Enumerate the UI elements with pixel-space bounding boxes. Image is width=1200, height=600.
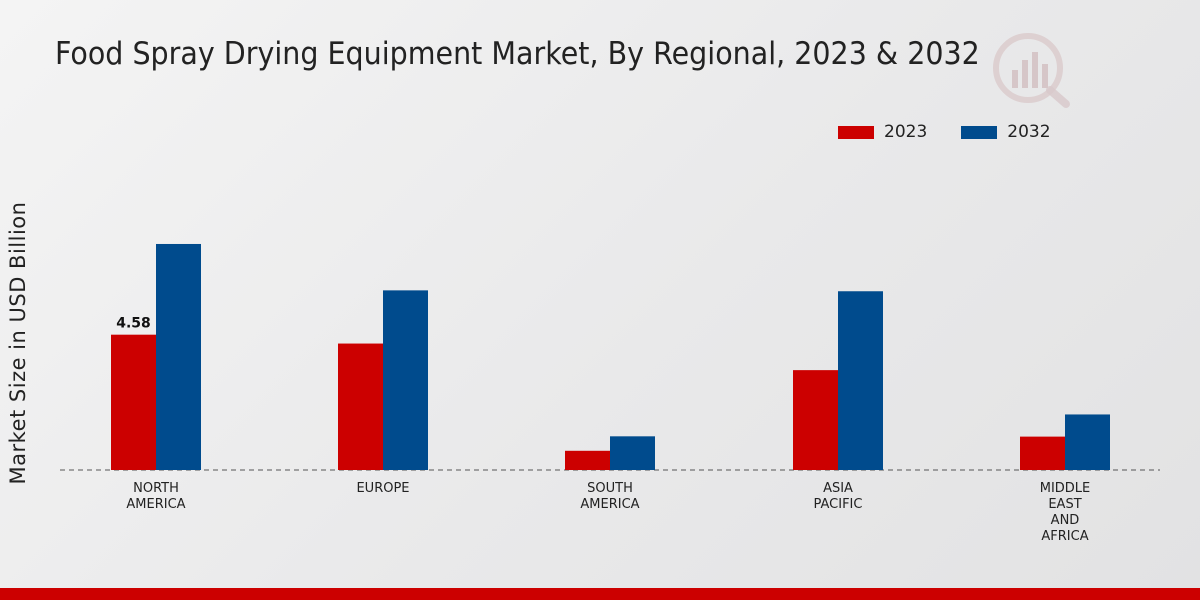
bar-2023-europe <box>338 343 383 470</box>
legend-swatch-2023 <box>838 125 874 139</box>
chart-legend: 2023 2032 <box>838 122 1085 142</box>
bar-2032-europe <box>383 290 428 470</box>
legend-label-2023: 2023 <box>884 122 928 142</box>
bar-2032-asia-pacific <box>838 291 883 470</box>
x-tick-label: MIDDLE EAST AND AFRICA <box>1040 481 1091 544</box>
bar-2032-south-america <box>610 436 655 470</box>
chart-title: Food Spray Drying Equipment Market, By R… <box>55 36 980 72</box>
x-tick-label: NORTH AMERICA <box>126 481 185 512</box>
bar-2023-north-america <box>111 334 156 470</box>
brand-logo-icon <box>993 33 1070 108</box>
x-tick-label: ASIA PACIFIC <box>814 481 863 512</box>
legend-swatch-2032 <box>961 125 998 139</box>
bar-2032-middle-east-and-africa <box>1065 414 1110 470</box>
legend-label-2032: 2032 <box>1007 122 1051 142</box>
data-label: 4.58 <box>116 316 151 332</box>
x-tick-label: SOUTH AMERICA <box>580 481 639 512</box>
legend-item-2032: 2032 <box>961 122 1051 142</box>
bar-2023-middle-east-and-africa <box>1020 436 1065 470</box>
bar-2032-north-america <box>156 243 201 470</box>
legend-item-2023: 2023 <box>838 122 927 142</box>
footer-accent-bar <box>0 588 1200 600</box>
bar-2023-asia-pacific <box>793 370 838 470</box>
bar-2023-south-america <box>565 450 610 470</box>
x-tick-label: EUROPE <box>356 481 409 496</box>
